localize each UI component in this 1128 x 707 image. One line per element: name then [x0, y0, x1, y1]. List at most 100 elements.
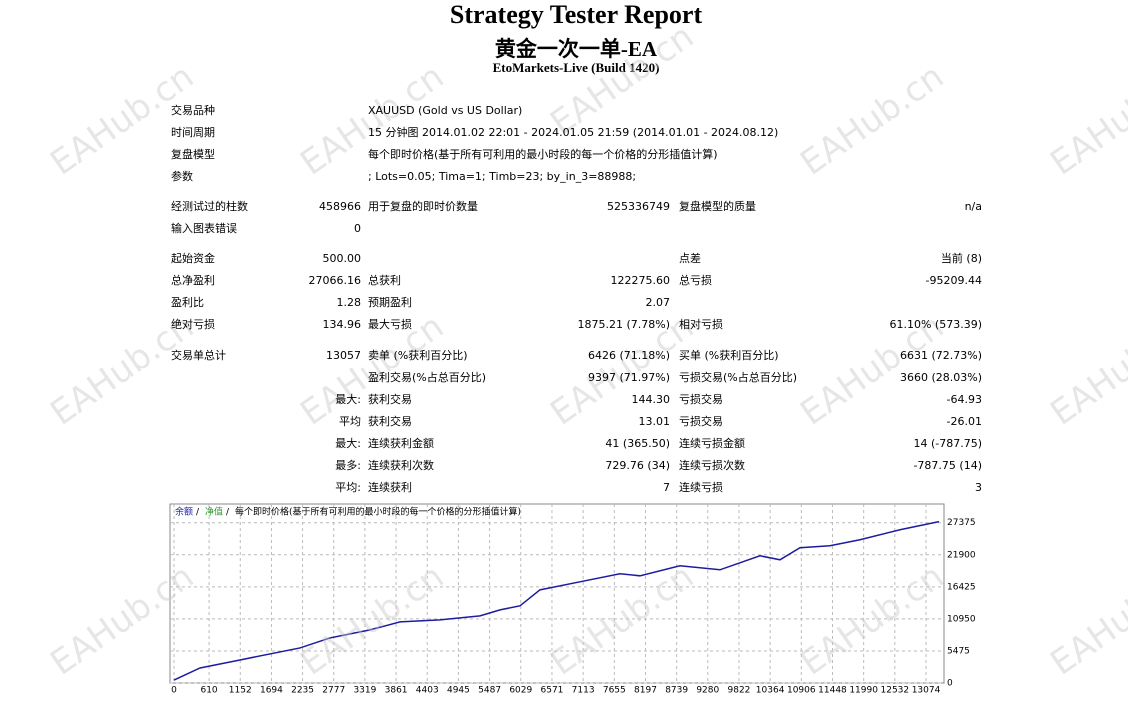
stat-value: 27066.16	[308, 274, 362, 287]
report-title: Strategy Tester Report	[449, 0, 703, 29]
stat-value: 144.30	[631, 393, 671, 406]
y-tick-label: 10950	[947, 614, 976, 624]
info-value: XAUUSD (Gold vs US Dollar)	[368, 104, 523, 117]
x-tick-label: 10906	[787, 686, 816, 696]
stat-value: 458966	[319, 200, 361, 213]
info-label: 复盘模型	[171, 148, 215, 161]
stat-value: 41 (365.50)	[605, 437, 670, 450]
x-tick-label: 0	[171, 686, 177, 696]
stat-label: 起始资金	[171, 252, 215, 265]
legend-sep: /	[226, 508, 230, 518]
y-tick-label: 0	[947, 679, 953, 689]
balance-line	[173, 520, 940, 681]
stat-value: 14 (-787.75)	[913, 437, 982, 450]
y-tick-label: 5475	[947, 646, 970, 656]
stat-label: 连续亏损金额	[679, 437, 745, 450]
x-tick-label: 6029	[509, 686, 532, 696]
legend-entry: 余额	[175, 506, 193, 518]
stat-label: 连续获利次数	[368, 459, 434, 472]
x-tick-label: 8739	[665, 686, 688, 696]
stat-value: 525336749	[607, 200, 670, 213]
x-tick-label: 3319	[353, 686, 376, 696]
y-tick-label: 21900	[947, 550, 976, 560]
stat-label: 总获利	[368, 274, 401, 287]
stat-value: -64.93	[946, 393, 982, 406]
x-tick-label: 1694	[260, 686, 283, 696]
info-label: 交易品种	[171, 104, 215, 117]
stat-label: 输入图表错误	[171, 222, 237, 235]
stat-value: 122275.60	[610, 274, 671, 287]
chart-frame	[169, 503, 945, 684]
stat-value: 当前 (8)	[940, 252, 982, 265]
stat-label: 亏损交易	[679, 393, 723, 406]
report-subtitle: 黄金一次一单-EA	[494, 37, 658, 61]
stat-value: 最多:	[335, 459, 361, 472]
stat-label: 相对亏损	[679, 318, 723, 331]
x-tick-label: 2235	[291, 686, 314, 696]
x-tick-label: 610	[200, 686, 217, 696]
x-tick-label: 7113	[572, 686, 595, 696]
x-tick-label: 3861	[385, 686, 408, 696]
stat-value: 6426 (71.18%)	[587, 349, 670, 362]
x-tick-label: 9822	[728, 686, 751, 696]
stat-label: 总亏损	[679, 274, 712, 287]
x-tick-label: 10364	[756, 686, 785, 696]
stat-value: 3660 (28.03%)	[899, 371, 982, 384]
stat-value: 1.28	[336, 296, 362, 309]
stat-label: 复盘模型的质量	[679, 200, 756, 213]
stat-label: 连续亏损	[679, 481, 723, 494]
y-tick-label: 16425	[947, 582, 976, 592]
stat-label: 绝对亏损	[171, 318, 215, 331]
stat-value: 500.00	[322, 252, 362, 265]
legend-note: 每个即时价格(基于所有可利用的最小时段的每一个价格的分形插值计算)	[235, 506, 521, 518]
info-value: 15 分钟图 2014.01.02 22:01 - 2024.01.05 21:…	[368, 126, 779, 139]
stat-value: -787.75 (14)	[913, 459, 982, 472]
build-info: EtoMarkets-Live (Build 1420)	[492, 60, 660, 75]
x-tick-label: 7655	[603, 686, 626, 696]
stat-value: 134.96	[322, 318, 362, 331]
stat-value: 7	[663, 481, 670, 494]
stat-value: 0	[354, 222, 361, 235]
stat-value: -95209.44	[925, 274, 982, 287]
stat-label: 总净盈利	[171, 274, 215, 287]
stat-label: 亏损交易	[679, 415, 723, 428]
stat-value: n/a	[964, 200, 982, 213]
x-tick-label: 2777	[322, 686, 345, 696]
stat-value: 6631 (72.73%)	[899, 349, 982, 362]
stat-value: 13.01	[638, 415, 671, 428]
stat-label: 点差	[679, 252, 701, 265]
x-tick-label: 5487	[478, 686, 501, 696]
stat-label: 获利交易	[368, 415, 412, 428]
stat-label: 最大亏损	[368, 318, 412, 331]
info-label: 时间周期	[171, 126, 215, 139]
stat-label: 预期盈利	[368, 296, 412, 309]
x-tick-label: 8197	[634, 686, 657, 696]
stat-value: 1875.21 (7.78%)	[577, 318, 670, 331]
stat-value: 最大:	[335, 437, 361, 450]
x-tick-label: 6571	[541, 686, 564, 696]
stat-label: 连续亏损次数	[679, 459, 745, 472]
x-tick-label: 13074	[912, 686, 941, 696]
stat-label: 连续获利	[368, 481, 412, 494]
x-tick-label: 12532	[881, 686, 910, 696]
y-tick-label: 27375	[947, 518, 976, 528]
x-tick-label: 11990	[849, 686, 878, 696]
stat-label: 用于复盘的即时价数量	[368, 200, 478, 213]
stat-label: 盈利比	[171, 296, 204, 309]
x-tick-label: 4945	[447, 686, 470, 696]
legend-entry: 净值	[205, 506, 223, 518]
stat-value: -26.01	[946, 415, 982, 428]
info-label: 参数	[171, 170, 193, 183]
x-tick-label: 4403	[416, 686, 439, 696]
stat-label: 连续获利金额	[368, 437, 434, 450]
info-value: 每个即时价格(基于所有可利用的最小时段的每一个价格的分形插值计算)	[368, 148, 718, 161]
stat-value: 61.10% (573.39)	[889, 318, 982, 331]
legend-sep: /	[196, 508, 200, 518]
stat-label: 买单 (%获利百分比)	[679, 349, 779, 362]
stat-value: 9397 (71.97%)	[587, 371, 670, 384]
stat-label: 获利交易	[368, 393, 412, 406]
stat-label: 盈利交易(%占总百分比)	[368, 371, 487, 384]
stat-value: 平均	[339, 415, 361, 428]
stat-value: 3	[975, 481, 982, 494]
